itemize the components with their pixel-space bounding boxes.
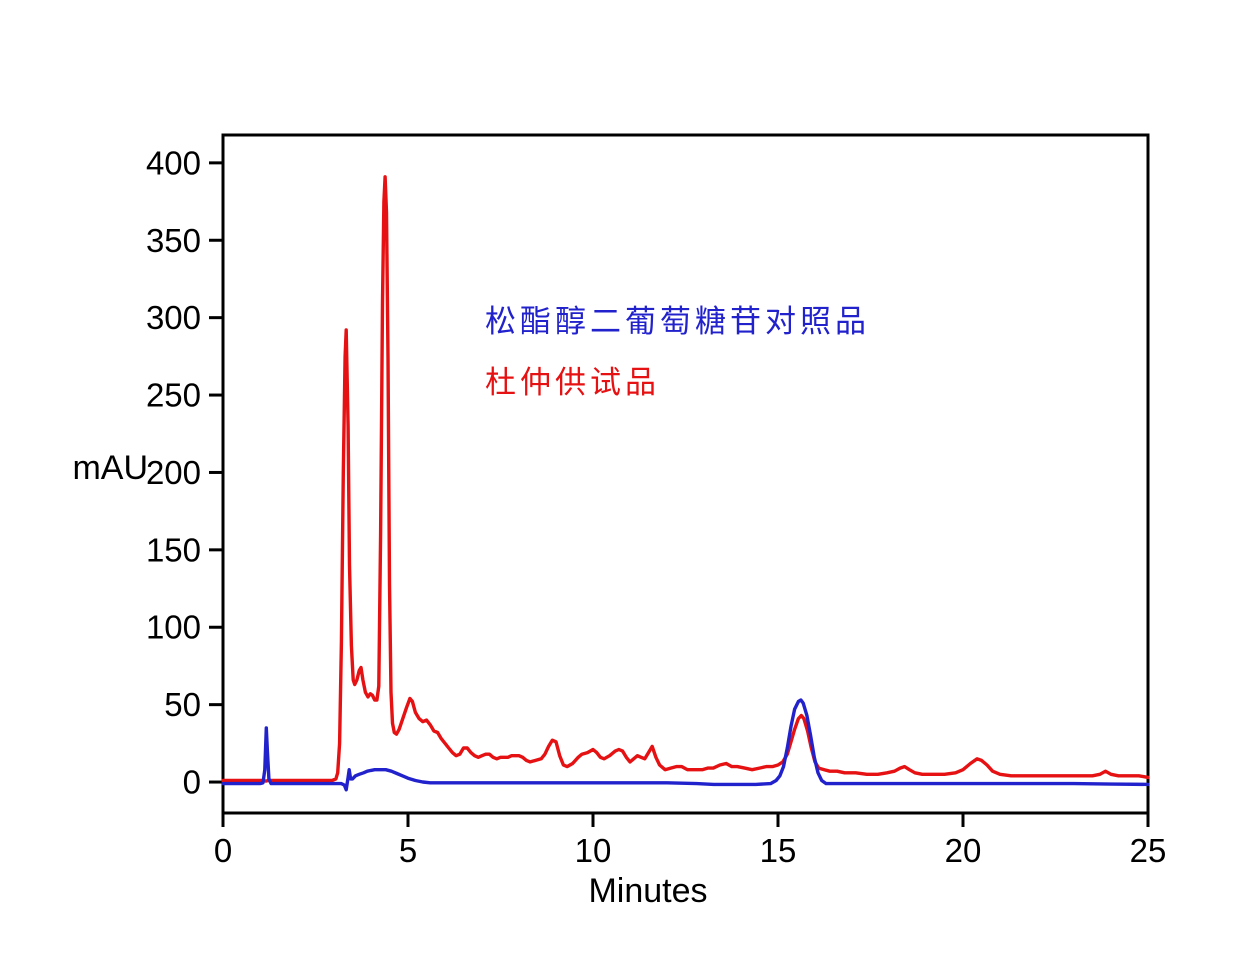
y-tick-label: 300 <box>146 299 201 336</box>
y-tick-label: 250 <box>146 377 201 414</box>
trace-reference-standard <box>221 698 1150 792</box>
x-tick-label: 5 <box>399 832 417 869</box>
x-tick-label: 25 <box>1130 832 1167 869</box>
y-tick-label: 0 <box>183 764 201 801</box>
trace-test-sample <box>221 175 1150 783</box>
x-tick-label: 20 <box>945 832 982 869</box>
y-tick-label: 100 <box>146 609 201 646</box>
legend-reference-standard-label: 松酯醇二葡萄糖苷对照品 <box>485 304 870 340</box>
y-tick-label: 50 <box>164 686 201 723</box>
y-tick-label: 200 <box>146 454 201 491</box>
x-tick-label: 10 <box>575 832 612 869</box>
plot-frame <box>221 133 1150 815</box>
y-tick-label: 150 <box>146 531 201 568</box>
y-axis-label: mAU <box>72 449 148 487</box>
x-tick-label: 15 <box>760 832 797 869</box>
x-tick-label: 0 <box>214 832 232 869</box>
y-tick-label: 400 <box>146 144 201 181</box>
y-tick-label: 350 <box>146 222 201 259</box>
legend-test-sample-label: 杜仲供试品 <box>485 365 660 401</box>
x-axis-label: Minutes <box>588 872 708 910</box>
